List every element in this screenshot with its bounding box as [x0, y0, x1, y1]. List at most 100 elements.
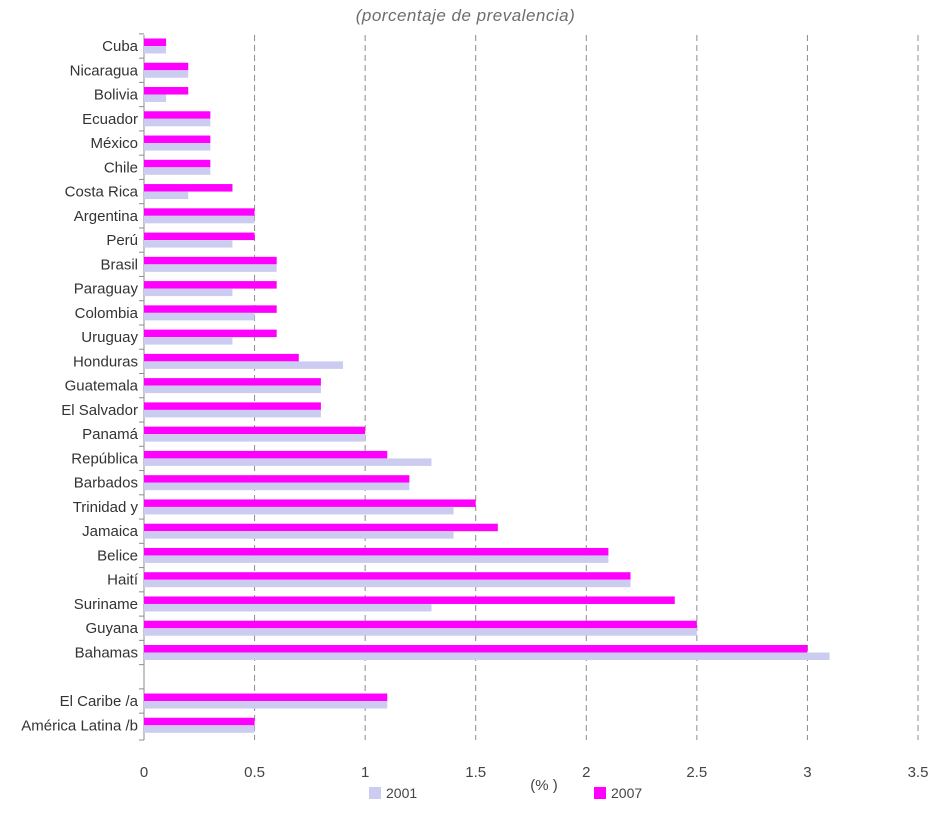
bar-2001 [144, 628, 697, 636]
category-label: Honduras [73, 353, 138, 370]
bar-2007 [144, 159, 211, 168]
x-tick-label: 3 [803, 764, 811, 781]
bar-2007 [144, 232, 255, 241]
category-label: Costa Rica [65, 184, 139, 201]
bar-2001 [144, 337, 233, 345]
bar-2007 [144, 547, 609, 556]
bar-2007 [144, 305, 277, 313]
bar-2001 [144, 409, 321, 418]
category-label: Brasil [100, 256, 138, 273]
category-label: Jamaica [82, 523, 139, 540]
bar-2001 [144, 167, 211, 175]
category-label: Bahamas [75, 645, 138, 662]
category-label: Trinidad y [73, 499, 139, 516]
bar-2001 [144, 579, 631, 588]
bar-2007 [144, 378, 321, 386]
x-tick-label: 2 [582, 764, 590, 781]
category-label: Colombia [75, 305, 139, 322]
category-label: Argentina [74, 208, 139, 225]
category-label: México [90, 135, 138, 152]
bar-2007 [144, 475, 410, 483]
category-label: Barbados [74, 475, 138, 492]
bar-2007 [144, 256, 277, 265]
category-label: Haití [107, 572, 139, 589]
bar-2007 [144, 329, 277, 338]
bar-2001 [144, 434, 366, 442]
bar-2001 [144, 118, 211, 127]
bar-2001 [144, 70, 189, 78]
category-label: Belice [97, 547, 138, 564]
category-label: Nicaragua [70, 62, 139, 79]
bar-2001 [144, 701, 388, 709]
legend-swatch-2001 [369, 787, 381, 799]
legend-label-2007: 2007 [611, 785, 642, 801]
bar-2001 [144, 312, 255, 321]
category-label: Perú [106, 232, 138, 249]
category-label: El Caribe /a [60, 693, 139, 710]
bar-2007 [144, 208, 255, 216]
bar-2001 [144, 143, 211, 151]
x-tick-label: 0 [140, 764, 148, 781]
bar-2001 [144, 458, 432, 466]
bar-2001 [144, 555, 609, 563]
bar-2001 [144, 240, 233, 248]
category-label: Bolivia [94, 87, 139, 104]
bar-2007 [144, 620, 697, 629]
bar-2007 [144, 645, 808, 653]
bar-2007 [144, 572, 631, 580]
category-label: El Salvador [61, 402, 138, 419]
bar-2007 [144, 596, 675, 604]
bar-2007 [144, 426, 366, 435]
x-tick-label: 3.5 [908, 764, 929, 781]
bar-2001 [144, 264, 277, 272]
x-tick-label: 1.5 [465, 764, 486, 781]
bar-2001 [144, 215, 255, 224]
bar-2001 [144, 288, 233, 297]
category-label: Uruguay [81, 329, 138, 346]
category-label: América Latina /b [21, 717, 138, 734]
category-label: Cuba [102, 38, 139, 55]
bar-2007 [144, 402, 321, 410]
bar-2007 [144, 184, 233, 192]
bar-2001 [144, 94, 167, 103]
bar-2007 [144, 281, 277, 289]
legend-swatch-2007 [594, 787, 606, 799]
legend-label-2001: 2001 [386, 785, 417, 801]
bar-2007 [144, 87, 189, 95]
bar-2007 [144, 353, 299, 362]
x-axis-label: (% ) [530, 777, 558, 794]
bar-2001 [144, 506, 454, 515]
x-tick-label: 1 [361, 764, 369, 781]
bar-2007 [144, 62, 189, 71]
x-tick-label: 0.5 [244, 764, 265, 781]
bar-2001 [144, 531, 454, 539]
category-label: Guyana [85, 620, 138, 637]
bar-2001 [144, 482, 410, 491]
category-label: Ecuador [82, 111, 138, 128]
bar-2007 [144, 717, 255, 726]
category-label: Guatemala [65, 378, 139, 395]
category-label: Panamá [82, 426, 139, 443]
bar-2007 [144, 111, 211, 119]
bar-2001 [144, 725, 255, 733]
bar-2001 [144, 385, 321, 394]
bar-2007 [144, 693, 388, 702]
bar-2001 [144, 652, 830, 660]
bar-2007 [144, 450, 388, 459]
bar-2007 [144, 135, 211, 144]
bar-2001 [144, 191, 189, 200]
bar-2007 [144, 38, 167, 46]
category-label: Chile [104, 159, 138, 176]
bar-2001 [144, 46, 167, 54]
bar-2007 [144, 499, 476, 507]
category-label: Paraguay [74, 281, 139, 298]
category-label: Suriname [74, 596, 138, 613]
category-label: República [71, 450, 138, 467]
bar-2007 [144, 523, 498, 532]
chart-subtitle: (porcentaje de prevalencia) [355, 6, 576, 25]
bar-2001 [144, 603, 432, 612]
x-tick-label: 2.5 [686, 764, 707, 781]
bar-2001 [144, 361, 344, 369]
